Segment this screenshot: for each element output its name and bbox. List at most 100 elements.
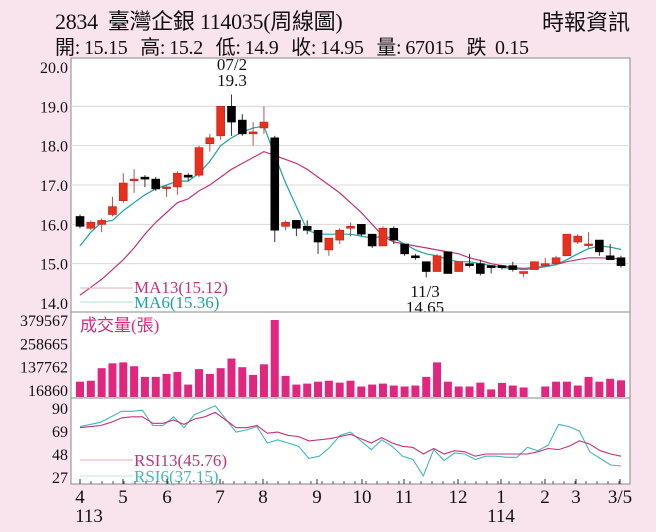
- volume-tick-label: 258665: [20, 336, 68, 353]
- candlestick: [86, 220, 96, 231]
- candlestick: [270, 135, 280, 243]
- x-tick-label: 9: [312, 487, 322, 508]
- candlestick: [400, 243, 409, 256]
- x-tick-label: 1: [496, 487, 506, 508]
- candlestick: [476, 259, 485, 276]
- candlestick: [432, 253, 442, 272]
- candlestick: [259, 106, 269, 134]
- candlestick: [194, 145, 204, 178]
- volume-bar: [151, 376, 160, 397]
- volume-bar: [433, 362, 442, 397]
- x-tick-label: 11: [395, 487, 413, 508]
- price-tick-label: 20.0: [40, 60, 68, 77]
- volume-bar: [595, 381, 604, 397]
- candlestick: [324, 237, 334, 256]
- rsi13-line: [79, 411, 622, 457]
- candlestick: [216, 106, 225, 140]
- volume-bar: [227, 358, 236, 397]
- volume-title: 成交量(張): [80, 316, 159, 335]
- candlestick: [605, 244, 615, 261]
- high-label: 高:: [140, 37, 166, 59]
- candlestick: [454, 261, 464, 272]
- rsi6-line: [79, 405, 622, 478]
- high-date-annotation: 07/2: [217, 55, 247, 74]
- candlestick: [108, 196, 117, 217]
- volume-bar: [389, 385, 398, 397]
- open-label: 開:: [55, 37, 80, 59]
- candlestick: [411, 253, 420, 260]
- candlestick: [140, 175, 150, 187]
- candlestick: [227, 94, 236, 136]
- date-label: 114035(周線圖): [199, 9, 343, 34]
- ma6-legend: MA6(15.36): [134, 293, 219, 312]
- price-tick-label: 15.0: [40, 257, 68, 274]
- candlestick: [378, 226, 388, 247]
- x-tick-label: 8: [258, 487, 268, 508]
- price-panel: 20.0 19.0 18.0 17.0 16.0 15.0 14.0 07/219.3 11/3…: [40, 55, 631, 317]
- candlestick: [389, 226, 399, 244]
- volume-tick-label: 137762: [20, 360, 68, 377]
- price-tick-label: 16.0: [40, 217, 68, 234]
- candlestick: [335, 228, 344, 244]
- stock-name: 臺灣企銀: [107, 9, 195, 34]
- volume-bar: [508, 385, 517, 397]
- candlestick: [313, 229, 323, 254]
- volume-bar: [552, 381, 561, 397]
- candlestick: [357, 224, 366, 237]
- candlestick: [443, 251, 453, 274]
- volume-label: 量:: [376, 37, 402, 59]
- volume-bar: [195, 369, 204, 397]
- low-value: 14.9: [244, 37, 279, 59]
- source-label: 時報資訊: [541, 10, 630, 35]
- ma13-legend: MA13(15.12): [134, 278, 228, 297]
- change-label: 跌: [466, 37, 487, 59]
- volume-panel: 379567 258665 137762 16860 成交量(張): [20, 311, 631, 400]
- volume-bar: [454, 386, 463, 397]
- volume-tick-label: 16860: [28, 383, 68, 400]
- volume-bar: [86, 380, 95, 397]
- rsi-tick-label: 48: [52, 447, 68, 464]
- rsi13-legend: RSI13(45.76): [134, 451, 227, 470]
- open-value: 15.15: [83, 37, 128, 59]
- volume-bar: [562, 381, 571, 397]
- candlestick: [173, 171, 182, 195]
- candlestick: [486, 265, 496, 274]
- x-tick-label: 10: [353, 487, 372, 508]
- volume-bar: [140, 376, 149, 397]
- volume-bar: [281, 375, 290, 397]
- volume-bar: [443, 381, 452, 397]
- candlestick: [75, 214, 85, 229]
- rsi-panel: 90 69 48 27 RSI13(45.76)RSI6(37.15): [52, 397, 631, 487]
- rsi-tick-label: 27: [52, 470, 68, 487]
- volume-bar: [617, 380, 625, 397]
- volume-bar: [162, 373, 171, 397]
- rsi-tick-label: 90: [52, 401, 68, 418]
- volume-tick-label: 379567: [20, 313, 68, 330]
- rsi-tick-label: 69: [52, 424, 68, 441]
- volume-bar: [249, 374, 258, 397]
- volume-bar: [216, 368, 225, 397]
- candlestick: [595, 239, 604, 256]
- volume-bar: [357, 386, 366, 397]
- candlestick: [302, 220, 312, 235]
- volume-bar: [238, 367, 247, 397]
- price-tick-label: 19.0: [40, 99, 68, 116]
- candlestick: [497, 265, 507, 270]
- candlestick: [519, 271, 528, 278]
- candlestick: [508, 261, 518, 272]
- volume-bar: [97, 368, 106, 397]
- low-date-annotation: 11/3: [410, 282, 440, 301]
- volume-bar: [303, 383, 312, 397]
- volume-bar: [606, 378, 615, 397]
- x-tick-label: 2: [540, 487, 550, 508]
- candlestick: [584, 232, 593, 248]
- volume-bar: [76, 381, 84, 397]
- candlestick: [465, 253, 474, 268]
- volume-bar: [497, 382, 506, 397]
- candlestick: [97, 218, 106, 233]
- volume-bar: [292, 384, 301, 397]
- stock-code: 2834: [55, 9, 98, 34]
- volume-bar: [119, 362, 128, 397]
- candlestick: [292, 220, 301, 237]
